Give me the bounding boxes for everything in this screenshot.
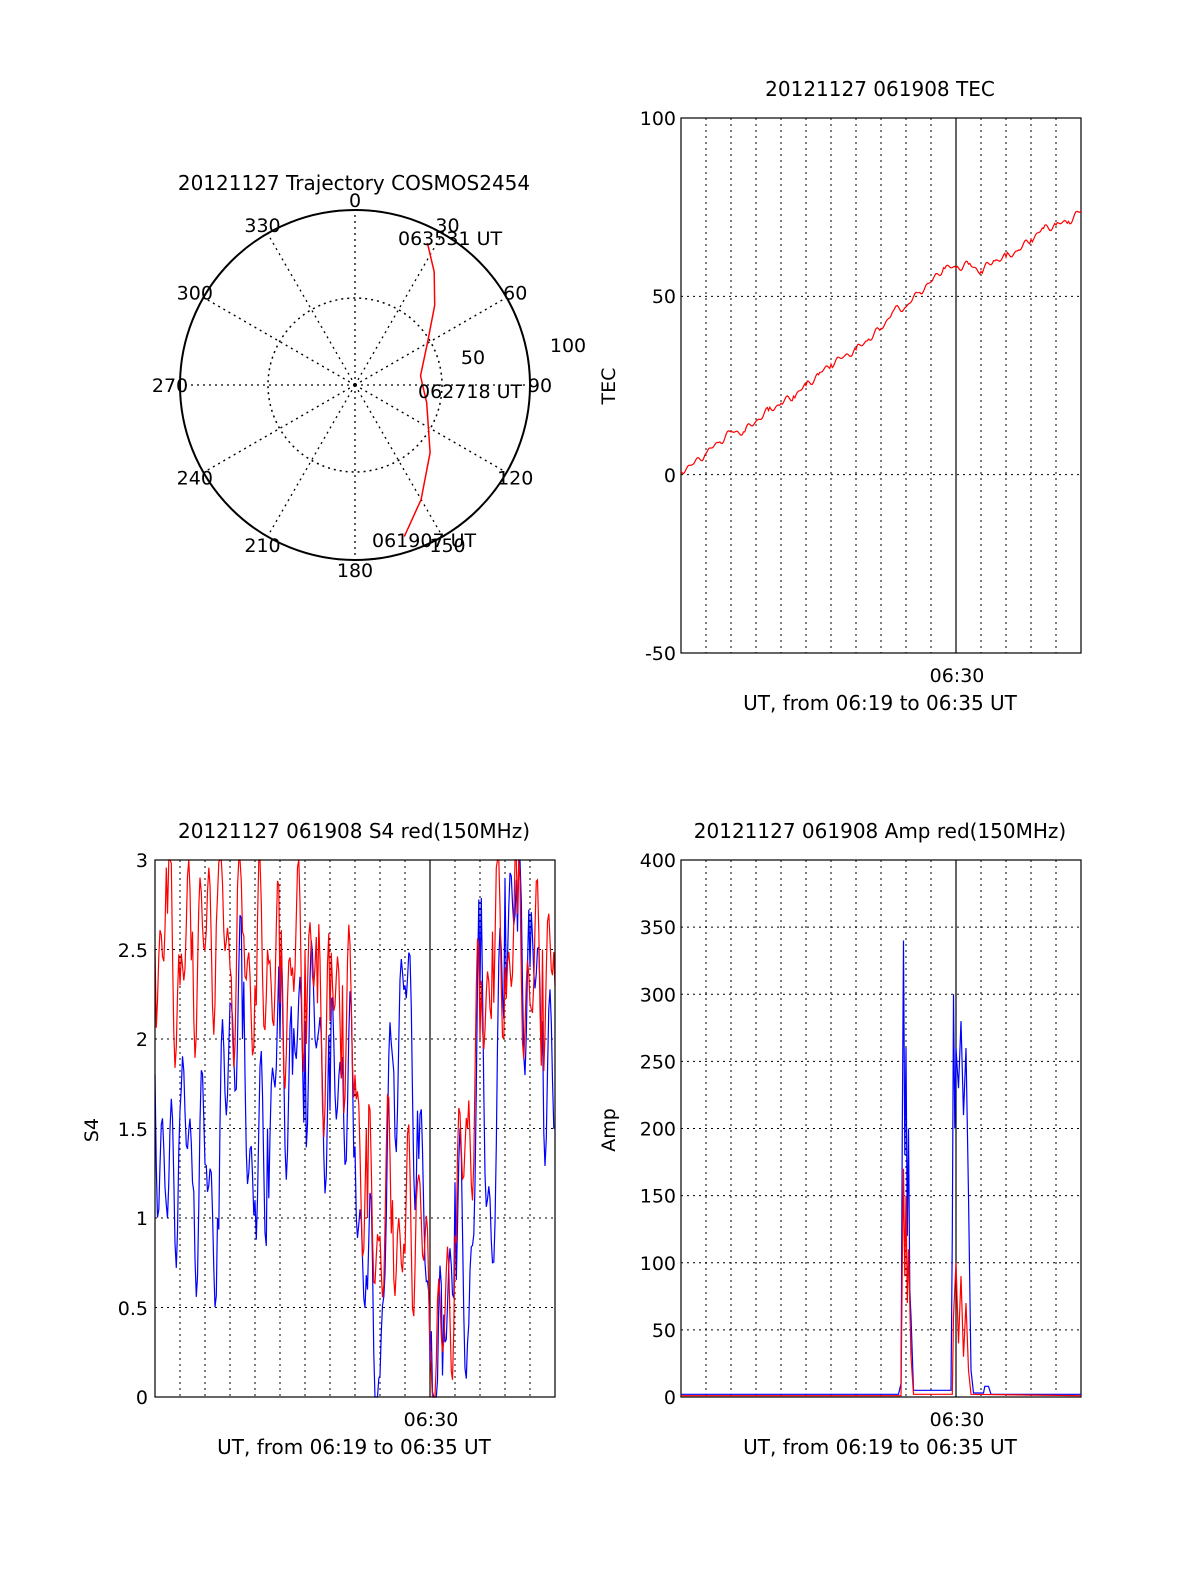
tec-ytick-neg50: -50 bbox=[645, 643, 676, 665]
polar-annotation-end: 063531 UT bbox=[398, 228, 502, 250]
amp-ytick-label: 400 bbox=[640, 850, 676, 872]
amp-ytick-label: 250 bbox=[640, 1051, 676, 1073]
polar-azimuth-label: 60 bbox=[503, 283, 527, 305]
polar-spoke bbox=[203, 296, 356, 386]
polar-azimuth-label: 0 bbox=[349, 190, 361, 212]
polar-azimuth-label: 90 bbox=[528, 375, 552, 397]
polar-spoke bbox=[203, 384, 356, 474]
amp-ylabel: Amp bbox=[598, 1108, 620, 1152]
s4-ytick-0: 0 bbox=[136, 1387, 148, 1409]
tec-title: 20121127 061908 TEC bbox=[765, 77, 995, 101]
polar-spoke bbox=[354, 384, 507, 474]
polar-annotation-start: 061907 UT bbox=[372, 530, 476, 552]
s4-frame bbox=[154, 859, 556, 1398]
polar-azimuth-label: 120 bbox=[497, 468, 533, 490]
tec-ylabel: TEC bbox=[598, 368, 620, 406]
tec-grid bbox=[681, 118, 1081, 653]
s4-plot: 20121127 061908 S4 red(150MHz) 3 2.5 2 1… bbox=[81, 819, 556, 1459]
amp-ytick-label: 350 bbox=[640, 917, 676, 939]
polar-azimuth-label: 180 bbox=[337, 560, 373, 582]
amp-grid bbox=[681, 860, 1081, 1397]
polar-azimuth-label: 270 bbox=[152, 375, 188, 397]
polar-azimuth-label: 330 bbox=[244, 215, 280, 237]
tec-xlabel: UT, from 06:19 to 06:35 UT bbox=[743, 691, 1018, 715]
polar-spokes bbox=[180, 210, 530, 560]
polar-azimuth-label: 30 bbox=[435, 215, 459, 237]
amp-ytick-label: 150 bbox=[640, 1186, 676, 1208]
s4-ytick-0.5: 0.5 bbox=[118, 1298, 148, 1320]
s4-xlabel: UT, from 06:19 to 06:35 UT bbox=[217, 1435, 492, 1459]
amp-ytick-label: 300 bbox=[640, 984, 676, 1006]
tec-plot: 20121127 061908 TEC 100 50 0 -50 TEC 06:… bbox=[598, 77, 1082, 715]
s4-title: 20121127 061908 S4 red(150MHz) bbox=[178, 819, 530, 843]
polar-azimuth-label: 240 bbox=[177, 468, 213, 490]
polar-plot: 20121127 Trajectory COSMOS2454 0 30 60 90 12… bbox=[152, 171, 586, 582]
polar-spoke bbox=[354, 296, 507, 386]
tec-xtick: 06:30 bbox=[930, 665, 985, 687]
amp-xtick: 06:30 bbox=[930, 1409, 985, 1431]
polar-spoke bbox=[266, 384, 356, 537]
s4-xtick: 06:30 bbox=[404, 1409, 459, 1431]
polar-spoke bbox=[354, 384, 444, 537]
tec-frame bbox=[680, 117, 1082, 654]
amp-ytick-label: 50 bbox=[652, 1320, 676, 1342]
s4-blue-line bbox=[154, 859, 556, 1398]
polar-radial-label-100: 100 bbox=[550, 335, 586, 357]
polar-trajectory-line bbox=[403, 242, 436, 537]
tec-line bbox=[680, 210, 1082, 475]
s4-ytick-1: 1 bbox=[136, 1208, 148, 1230]
polar-inner-circle bbox=[267, 297, 443, 473]
amp-ytick-label: 0 bbox=[664, 1387, 676, 1409]
polar-azimuth-label: 210 bbox=[244, 535, 280, 557]
polar-azimuth-label: 150 bbox=[429, 535, 465, 557]
tec-ytick-0: 0 bbox=[664, 465, 676, 487]
s4-ytick-1.5: 1.5 bbox=[118, 1119, 148, 1141]
polar-annotation-mid: 062718 UT bbox=[418, 381, 522, 403]
s4-ylabel: S4 bbox=[81, 1118, 103, 1142]
amp-blue-line bbox=[681, 940, 1081, 1395]
polar-title: 20121127 Trajectory COSMOS2454 bbox=[178, 171, 530, 195]
polar-azimuth-labels: 0 30 60 90 120 150 180 210 240 270 300 330 bbox=[152, 190, 552, 582]
amp-ytick-label: 200 bbox=[640, 1119, 676, 1141]
tec-ytick-50: 50 bbox=[652, 286, 676, 308]
s4-ytick-2: 2 bbox=[136, 1029, 148, 1051]
amp-xlabel: UT, from 06:19 to 06:35 UT bbox=[743, 1435, 1018, 1459]
s4-ytick-3: 3 bbox=[136, 850, 148, 872]
amp-yticks: 400 350 300 250 200 150 100 50 0 bbox=[640, 850, 676, 1409]
tec-ytick-100: 100 bbox=[640, 108, 676, 130]
amp-ytick-label: 100 bbox=[640, 1253, 676, 1275]
amp-red-line bbox=[681, 1168, 1082, 1397]
polar-azimuth-label: 300 bbox=[177, 283, 213, 305]
amp-plot: 20121127 061908 Amp red(150MHz) 400 350 30… bbox=[598, 819, 1082, 1459]
s4-red-line bbox=[154, 859, 556, 1398]
polar-spoke bbox=[266, 233, 356, 386]
s4-ytick-2.5: 2.5 bbox=[118, 940, 148, 962]
amp-title: 20121127 061908 Amp red(150MHz) bbox=[694, 819, 1066, 843]
polar-radial-label-50: 50 bbox=[461, 347, 485, 369]
polar-spoke bbox=[354, 233, 444, 386]
